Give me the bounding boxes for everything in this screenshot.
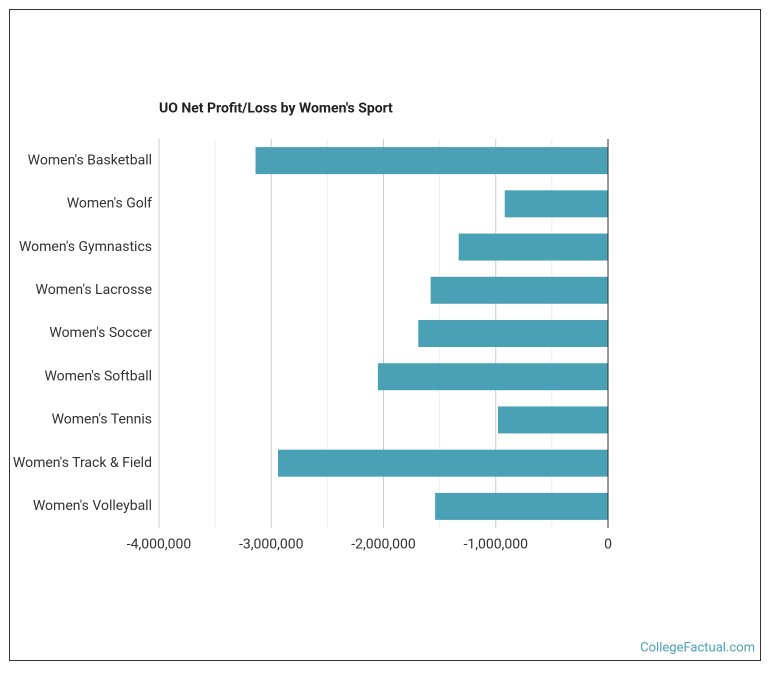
y-tick-label: Women's Track & Field [13, 455, 152, 471]
y-tick-label: Women's Volleyball [33, 498, 152, 514]
bar [418, 320, 608, 347]
chart-title: UO Net Profit/Loss by Women's Sport [159, 101, 393, 117]
bar [377, 363, 608, 391]
source[interactable]: CollegeFactual.com [640, 640, 755, 655]
y-tick-label: Women's Soccer [49, 325, 152, 341]
y-tick-label: Women's Golf [67, 196, 152, 212]
x-tick-label: -4,000,000 [127, 537, 192, 553]
y-tick-label: Women's Gymnastics [19, 239, 152, 255]
x-tick-label: -1,000,000 [464, 537, 529, 553]
x-tick-label: -3,000,000 [239, 537, 304, 553]
bar [430, 276, 608, 304]
y-tick-label: Women's Softball [44, 368, 152, 384]
y-tick-label: Women's Basketball [28, 152, 152, 168]
bar [458, 233, 608, 261]
x-tick-label: 0 [604, 537, 612, 553]
bar [497, 406, 608, 434]
frame [9, 9, 761, 661]
bar [435, 492, 608, 520]
x-tick-label: -2,000,000 [351, 537, 416, 553]
y-tick-label: Women's Tennis [52, 412, 152, 428]
bar [255, 147, 608, 175]
bar [277, 449, 608, 477]
bar [504, 190, 608, 218]
y-tick-label: Women's Lacrosse [36, 282, 152, 298]
